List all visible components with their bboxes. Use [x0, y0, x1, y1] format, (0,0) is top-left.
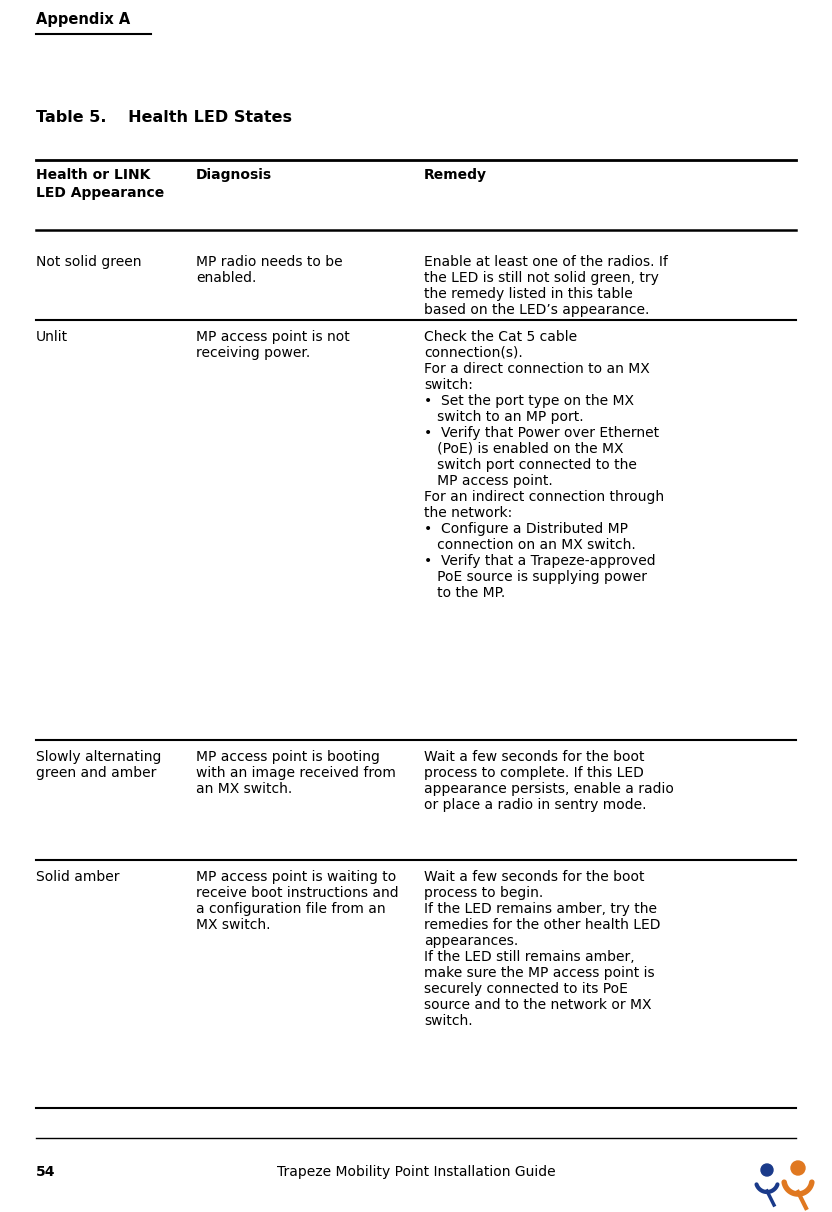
- Text: •  Verify that Power over Ethernet: • Verify that Power over Ethernet: [424, 425, 659, 440]
- Text: Unlit: Unlit: [36, 330, 68, 344]
- Text: process to begin.: process to begin.: [424, 886, 543, 901]
- Text: If the LED remains amber, try the: If the LED remains amber, try the: [424, 902, 657, 916]
- Text: Diagnosis: Diagnosis: [196, 168, 272, 182]
- Text: source and to the network or MX: source and to the network or MX: [424, 997, 651, 1012]
- Text: For a direct connection to an MX: For a direct connection to an MX: [424, 362, 650, 376]
- Text: Enable at least one of the radios. If: Enable at least one of the radios. If: [424, 255, 668, 269]
- Text: PoE source is supplying power: PoE source is supplying power: [424, 570, 647, 584]
- Text: an MX switch.: an MX switch.: [196, 782, 292, 796]
- Text: a configuration file from an: a configuration file from an: [196, 902, 385, 916]
- Circle shape: [791, 1161, 805, 1174]
- Text: MX switch.: MX switch.: [196, 917, 270, 932]
- Text: Not solid green: Not solid green: [36, 255, 141, 269]
- Text: 54: 54: [36, 1165, 56, 1179]
- Text: green and amber: green and amber: [36, 766, 156, 781]
- Text: receiving power.: receiving power.: [196, 345, 310, 360]
- Text: receive boot instructions and: receive boot instructions and: [196, 886, 399, 901]
- Text: to the MP.: to the MP.: [424, 585, 505, 600]
- Text: •  Set the port type on the MX: • Set the port type on the MX: [424, 394, 634, 408]
- Text: process to complete. If this LED: process to complete. If this LED: [424, 766, 644, 781]
- Text: Wait a few seconds for the boot: Wait a few seconds for the boot: [424, 750, 645, 764]
- Text: MP access point is waiting to: MP access point is waiting to: [196, 870, 396, 884]
- Text: appearance persists, enable a radio: appearance persists, enable a radio: [424, 782, 674, 796]
- Text: the LED is still not solid green, try: the LED is still not solid green, try: [424, 271, 659, 285]
- Text: Wait a few seconds for the boot: Wait a few seconds for the boot: [424, 870, 645, 884]
- Text: For an indirect connection through: For an indirect connection through: [424, 490, 664, 504]
- Text: or place a radio in sentry mode.: or place a radio in sentry mode.: [424, 797, 646, 812]
- Text: Remedy: Remedy: [424, 168, 487, 182]
- Text: Slowly alternating: Slowly alternating: [36, 750, 161, 764]
- Text: with an image received from: with an image received from: [196, 766, 396, 781]
- Text: Appendix A: Appendix A: [36, 12, 131, 27]
- Text: securely connected to its PoE: securely connected to its PoE: [424, 982, 628, 996]
- Text: MP access point.: MP access point.: [424, 474, 552, 488]
- Text: Table 5.  Health LED States: Table 5. Health LED States: [36, 110, 292, 125]
- Text: Trapeze Mobility Point Installation Guide: Trapeze Mobility Point Installation Guid…: [277, 1165, 555, 1179]
- Text: switch to an MP port.: switch to an MP port.: [424, 410, 583, 424]
- Circle shape: [761, 1164, 773, 1176]
- Text: connection on an MX switch.: connection on an MX switch.: [424, 538, 636, 551]
- Text: switch.: switch.: [424, 1014, 473, 1028]
- Text: MP radio needs to be: MP radio needs to be: [196, 255, 343, 269]
- Text: enabled.: enabled.: [196, 271, 256, 285]
- Text: (PoE) is enabled on the MX: (PoE) is enabled on the MX: [424, 442, 623, 456]
- Text: MP access point is booting: MP access point is booting: [196, 750, 380, 764]
- Text: MP access point is not: MP access point is not: [196, 330, 349, 344]
- Text: the network:: the network:: [424, 505, 513, 520]
- Text: Check the Cat 5 cable: Check the Cat 5 cable: [424, 330, 577, 344]
- Text: make sure the MP access point is: make sure the MP access point is: [424, 966, 655, 981]
- Text: the remedy listed in this table: the remedy listed in this table: [424, 287, 633, 301]
- Text: appearances.: appearances.: [424, 934, 518, 948]
- Text: switch port connected to the: switch port connected to the: [424, 458, 636, 471]
- Text: If the LED still remains amber,: If the LED still remains amber,: [424, 950, 635, 964]
- Text: switch:: switch:: [424, 378, 473, 391]
- Text: connection(s).: connection(s).: [424, 345, 522, 360]
- Text: •  Configure a Distributed MP: • Configure a Distributed MP: [424, 522, 628, 536]
- Text: Solid amber: Solid amber: [36, 870, 120, 884]
- Text: •  Verify that a Trapeze-approved: • Verify that a Trapeze-approved: [424, 554, 656, 568]
- Text: remedies for the other health LED: remedies for the other health LED: [424, 917, 661, 932]
- Text: based on the LED’s appearance.: based on the LED’s appearance.: [424, 303, 649, 318]
- Text: Health or LINK
LED Appearance: Health or LINK LED Appearance: [36, 168, 164, 200]
